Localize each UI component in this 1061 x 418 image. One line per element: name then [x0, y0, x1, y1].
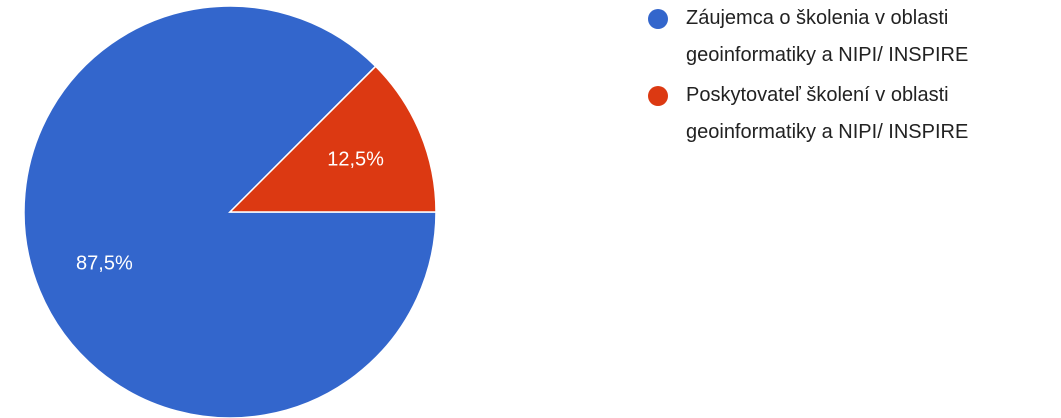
legend-label: Poskytovateľ školení v oblasti geoinform… [686, 84, 969, 143]
legend-swatch [648, 9, 668, 29]
legend: Záujemca o školenia v oblasti geoinforma… [648, 0, 1061, 154]
legend-swatch [648, 86, 668, 106]
legend-item: Poskytovateľ školení v oblasti geoinform… [648, 77, 1026, 151]
legend-item: Záujemca o školenia v oblasti geoinforma… [648, 0, 1026, 74]
data-label: 87,5% [76, 252, 133, 274]
legend-label: Záujemca o školenia v oblasti geoinforma… [686, 7, 969, 66]
chart: 87,5% 12,5% [23, 5, 437, 418]
data-label: 12,5% [327, 148, 384, 170]
pie-slice [228, 65, 437, 213]
